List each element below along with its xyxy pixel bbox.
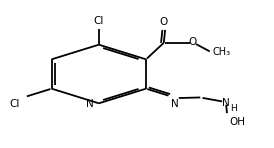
Text: H: H [230, 104, 236, 113]
Text: N: N [222, 98, 230, 108]
Text: N: N [171, 99, 179, 109]
Text: Cl: Cl [94, 16, 104, 26]
Text: O: O [160, 17, 168, 27]
Text: CH₃: CH₃ [212, 47, 231, 57]
Text: N: N [86, 99, 94, 109]
Text: O: O [189, 37, 197, 47]
Text: Cl: Cl [9, 99, 20, 109]
Text: OH: OH [229, 116, 245, 127]
